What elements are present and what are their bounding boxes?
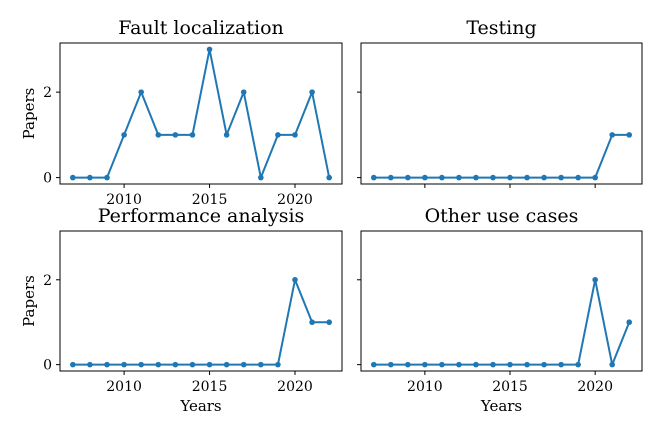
data-point xyxy=(473,174,479,181)
plot-frame xyxy=(360,230,643,372)
data-point xyxy=(541,361,547,368)
data-point xyxy=(388,361,394,368)
data-point xyxy=(507,174,513,181)
data-point xyxy=(524,174,530,181)
subplot-title: Fault localization xyxy=(118,17,284,39)
y-axis-label: Papers xyxy=(20,275,38,327)
data-point xyxy=(87,361,93,368)
plot-frame xyxy=(59,42,343,185)
x-tick-label: 2010 xyxy=(106,192,142,208)
data-point xyxy=(206,46,213,53)
data-point xyxy=(172,361,179,368)
data-point xyxy=(626,319,633,326)
data-point xyxy=(490,361,496,368)
data-point xyxy=(456,361,462,368)
data-point xyxy=(592,276,598,283)
subplot-1: 0 2 2010 2015 2020 Fault localization Papers xyxy=(20,17,343,208)
subplot-title: Testing xyxy=(466,17,536,39)
data-point xyxy=(275,132,281,138)
data-point xyxy=(258,174,264,181)
data-point xyxy=(405,174,411,181)
data-point xyxy=(507,361,513,368)
data-point xyxy=(439,174,445,181)
y-axis-label: Papers xyxy=(20,88,38,140)
data-point xyxy=(206,361,213,368)
data-point xyxy=(370,361,377,368)
data-point xyxy=(223,361,230,368)
x-tick-label: 2020 xyxy=(277,192,313,208)
y-tick-label: 2 xyxy=(43,85,52,101)
data-point xyxy=(138,89,144,95)
data-point xyxy=(189,132,196,138)
data-point xyxy=(258,361,264,368)
x-tick-label: 2015 xyxy=(192,192,228,208)
data-point xyxy=(155,132,162,138)
data-point xyxy=(309,319,315,326)
data-point xyxy=(370,174,377,181)
data-point xyxy=(223,132,230,138)
data-point xyxy=(121,361,127,368)
data-point xyxy=(275,361,281,368)
data-point xyxy=(70,361,76,368)
subplot-title: Performance analysis xyxy=(98,205,305,227)
data-point xyxy=(422,174,428,181)
y-tick-label: 0 xyxy=(43,171,52,187)
plot-frame xyxy=(360,42,643,185)
subplot-4: 2010 2015 2020 Other use cases Years xyxy=(357,205,643,415)
data-point xyxy=(87,174,93,181)
y-tick-label: 2 xyxy=(43,273,52,289)
data-point xyxy=(490,174,496,181)
x-tick-label: 2020 xyxy=(577,379,613,395)
data-point xyxy=(172,132,179,138)
y-tick-label: 0 xyxy=(43,358,52,374)
series-line xyxy=(373,133,630,179)
data-point xyxy=(405,361,411,368)
x-axis-label: Years xyxy=(480,397,522,415)
data-point xyxy=(104,361,110,368)
data-point xyxy=(609,132,615,138)
data-point xyxy=(155,361,162,368)
data-point xyxy=(388,174,394,181)
x-tick-label: 2010 xyxy=(407,379,443,395)
data-point xyxy=(575,361,581,368)
data-point xyxy=(104,174,110,181)
subplot-2: Testing xyxy=(357,17,643,188)
data-point xyxy=(240,361,247,368)
data-point xyxy=(292,132,298,138)
data-point xyxy=(189,361,196,368)
subplot-title: Other use cases xyxy=(425,205,579,227)
series-line xyxy=(72,48,331,179)
plot-frame xyxy=(59,230,343,372)
data-point xyxy=(558,361,564,368)
data-point xyxy=(439,361,445,368)
data-point xyxy=(240,89,247,95)
data-point xyxy=(456,174,462,181)
series-line xyxy=(373,278,631,366)
x-axis-label: Years xyxy=(179,397,221,415)
data-point xyxy=(558,174,564,181)
data-point xyxy=(473,361,479,368)
data-point xyxy=(626,132,633,138)
data-point xyxy=(422,361,428,368)
data-point xyxy=(524,361,530,368)
data-point xyxy=(121,132,127,138)
data-point xyxy=(609,361,615,368)
data-point xyxy=(326,319,332,326)
series-line xyxy=(72,278,330,366)
data-point xyxy=(309,89,315,95)
x-tick-label: 2015 xyxy=(192,379,228,395)
data-point xyxy=(292,276,298,283)
data-point xyxy=(70,174,76,181)
data-point xyxy=(575,174,581,181)
subplot-3: 0 2 2010 2015 2020 Performance analysis Papers… xyxy=(20,205,343,415)
data-point xyxy=(592,174,598,181)
x-tick-label: 2010 xyxy=(106,379,142,395)
x-tick-label: 2020 xyxy=(277,379,313,395)
x-tick-label: 2015 xyxy=(492,379,528,395)
data-point xyxy=(326,174,332,181)
data-point xyxy=(541,174,547,181)
data-point xyxy=(138,361,144,368)
